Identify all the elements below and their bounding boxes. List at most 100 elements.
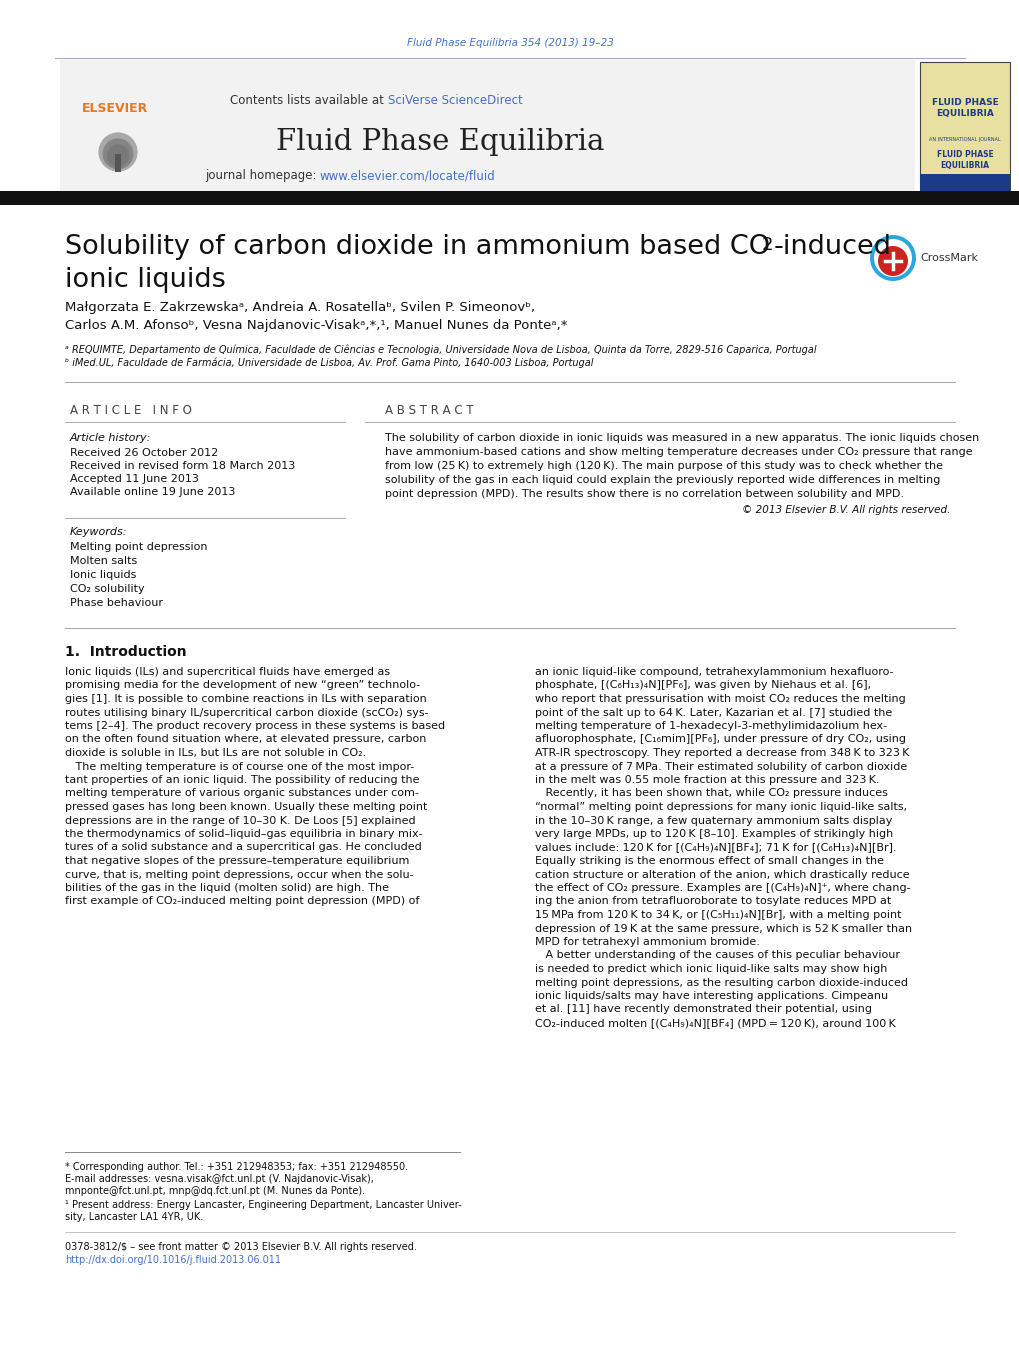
- Bar: [60, 59, 914, 192]
- Text: in the melt was 0.55 mole fraction at this pressure and 323 K.: in the melt was 0.55 mole fraction at th…: [535, 775, 878, 785]
- Text: ELSEVIER: ELSEVIER: [82, 101, 148, 115]
- Text: The solubility of carbon dioxide in ionic liquids was measured in a new apparatu: The solubility of carbon dioxide in ioni…: [384, 434, 978, 443]
- Text: Małgorzata E. Zakrzewskaᵃ, Andreia A. Rosatellaᵇ, Svilen P. Simeonovᵇ,: Małgorzata E. Zakrzewskaᵃ, Andreia A. Ro…: [65, 301, 535, 315]
- Text: CO₂-induced molten [(C₄H₉)₄N][BF₄] (MPD = 120 K), around 100 K: CO₂-induced molten [(C₄H₉)₄N][BF₄] (MPD …: [535, 1019, 895, 1028]
- Text: mnponte@fct.unl.pt, mnp@dq.fct.unl.pt (M. Nunes da Ponte).: mnponte@fct.unl.pt, mnp@dq.fct.unl.pt (M…: [65, 1186, 365, 1196]
- Text: melting temperature of various organic substances under com-: melting temperature of various organic s…: [65, 789, 419, 798]
- Text: dioxide is soluble in ILs, but ILs are not soluble in CO₂.: dioxide is soluble in ILs, but ILs are n…: [65, 748, 366, 758]
- Text: Ionic liquids: Ionic liquids: [70, 570, 137, 580]
- Text: 2: 2: [761, 236, 772, 254]
- Text: is needed to predict which ionic liquid-like salts may show high: is needed to predict which ionic liquid-…: [535, 965, 887, 974]
- Text: Fluid Phase Equilibria: Fluid Phase Equilibria: [275, 128, 603, 155]
- Circle shape: [107, 145, 129, 166]
- Text: A R T I C L E   I N F O: A R T I C L E I N F O: [70, 404, 192, 416]
- Text: Keywords:: Keywords:: [70, 527, 127, 536]
- Text: point of the salt up to 64 K. Later, Kazarian et al. [7] studied the: point of the salt up to 64 K. Later, Kaz…: [535, 708, 892, 717]
- Text: that negative slopes of the pressure–temperature equilibrium: that negative slopes of the pressure–tem…: [65, 857, 409, 866]
- Bar: [115, 154, 121, 172]
- Text: values include: 120 K for [(C₄H₉)₄N][BF₄]; 71 K for [(C₆H₁₃)₄N][Br].: values include: 120 K for [(C₄H₉)₄N][BF₄…: [535, 843, 896, 852]
- Text: AN INTERNATIONAL JOURNAL: AN INTERNATIONAL JOURNAL: [928, 138, 1000, 142]
- Text: MPD for tetrahexyl ammonium bromide.: MPD for tetrahexyl ammonium bromide.: [535, 938, 759, 947]
- Text: 15 MPa from 120 K to 34 K, or [(C₅H₁₁)₄N][Br], with a melting point: 15 MPa from 120 K to 34 K, or [(C₅H₁₁)₄N…: [535, 911, 901, 920]
- Text: “normal” melting point depressions for many ionic liquid-like salts,: “normal” melting point depressions for m…: [535, 802, 906, 812]
- Text: the effect of CO₂ pressure. Examples are [(C₄H₉)₄N]⁺, where chang-: the effect of CO₂ pressure. Examples are…: [535, 884, 910, 893]
- Text: © 2013 Elsevier B.V. All rights reserved.: © 2013 Elsevier B.V. All rights reserved…: [741, 505, 949, 515]
- Text: afluorophosphate, [C₁₆mim][PF₆], under pressure of dry CO₂, using: afluorophosphate, [C₁₆mim][PF₆], under p…: [535, 735, 905, 744]
- Text: Received 26 October 2012: Received 26 October 2012: [70, 449, 218, 458]
- Text: Equally striking is the enormous effect of small changes in the: Equally striking is the enormous effect …: [535, 857, 883, 866]
- Text: tures of a solid substance and a supercritical gas. He concluded: tures of a solid substance and a supercr…: [65, 843, 421, 852]
- Text: Ionic liquids (ILs) and supercritical fluids have emerged as: Ionic liquids (ILs) and supercritical fl…: [65, 667, 389, 677]
- Text: have ammonium-based cations and show melting temperature decreases under CO₂ pre: have ammonium-based cations and show mel…: [384, 447, 972, 457]
- Text: 0378-3812/$ – see front matter © 2013 Elsevier B.V. All rights reserved.: 0378-3812/$ – see front matter © 2013 El…: [65, 1242, 417, 1252]
- Text: an ionic liquid-like compound, tetrahexylammonium hexafluoro-: an ionic liquid-like compound, tetrahexy…: [535, 667, 893, 677]
- Text: journal homepage:: journal homepage:: [205, 169, 320, 182]
- Text: routes utilising binary IL/supercritical carbon dioxide (scCO₂) sys-: routes utilising binary IL/supercritical…: [65, 708, 428, 717]
- Circle shape: [869, 235, 915, 281]
- Text: http://dx.doi.org/10.1016/j.fluid.2013.06.011: http://dx.doi.org/10.1016/j.fluid.2013.0…: [65, 1255, 280, 1265]
- Text: ATR-IR spectroscopy. They reported a decrease from 348 K to 323 K: ATR-IR spectroscopy. They reported a dec…: [535, 748, 909, 758]
- Text: Fluid Phase Equilibria 354 (2013) 19–23: Fluid Phase Equilibria 354 (2013) 19–23: [407, 38, 612, 49]
- Text: promising media for the development of new “green” technolo-: promising media for the development of n…: [65, 681, 420, 690]
- Text: the thermodynamics of solid–liquid–gas equilibria in binary mix-: the thermodynamics of solid–liquid–gas e…: [65, 830, 422, 839]
- Text: FLUID PHASE
EQUILIBRIA: FLUID PHASE EQUILIBRIA: [930, 99, 998, 118]
- Text: very large MPDs, up to 120 K [8–10]. Examples of strikingly high: very large MPDs, up to 120 K [8–10]. Exa…: [535, 830, 893, 839]
- Text: Received in revised form 18 March 2013: Received in revised form 18 March 2013: [70, 461, 294, 471]
- Circle shape: [877, 246, 907, 276]
- Text: ᵇ iMed.UL, Faculdade de Farmácia, Universidade de Lisboa, Av. Prof. Gama Pinto, : ᵇ iMed.UL, Faculdade de Farmácia, Univer…: [65, 358, 593, 369]
- Text: CO₂ solubility: CO₂ solubility: [70, 584, 145, 594]
- Text: Article history:: Article history:: [70, 434, 151, 443]
- Text: curve, that is, melting point depressions, occur when the solu-: curve, that is, melting point depression…: [65, 870, 414, 880]
- Text: melting temperature of 1-hexadecyl-3-methylimidazolium hex-: melting temperature of 1-hexadecyl-3-met…: [535, 721, 887, 731]
- Text: Molten salts: Molten salts: [70, 557, 138, 566]
- Text: www.elsevier.com/locate/fluid: www.elsevier.com/locate/fluid: [320, 169, 495, 182]
- Text: Contents lists available at: Contents lists available at: [230, 93, 387, 107]
- Text: ing the anion from tetrafluoroborate to tosylate reduces MPD at: ing the anion from tetrafluoroborate to …: [535, 897, 891, 907]
- Text: who report that pressurisation with moist CO₂ reduces the melting: who report that pressurisation with mois…: [535, 694, 905, 704]
- Text: et al. [11] have recently demonstrated their potential, using: et al. [11] have recently demonstrated t…: [535, 1005, 871, 1015]
- Text: tant properties of an ionic liquid. The possibility of reducing the: tant properties of an ionic liquid. The …: [65, 775, 419, 785]
- Bar: [919, 62, 1009, 192]
- Text: gies [1]. It is possible to combine reactions in ILs with separation: gies [1]. It is possible to combine reac…: [65, 694, 426, 704]
- Text: 1.  Introduction: 1. Introduction: [65, 644, 186, 659]
- Text: depressions are in the range of 10–30 K. De Loos [5] explained: depressions are in the range of 10–30 K.…: [65, 816, 415, 825]
- Text: A B S T R A C T: A B S T R A C T: [384, 404, 473, 416]
- Text: Available online 19 June 2013: Available online 19 June 2013: [70, 486, 235, 497]
- Text: Phase behaviour: Phase behaviour: [70, 598, 163, 608]
- Circle shape: [873, 239, 911, 277]
- Text: The melting temperature is of course one of the most impor-: The melting temperature is of course one…: [65, 762, 414, 771]
- Circle shape: [98, 132, 138, 172]
- Text: from low (25 K) to extremely high (120 K). The main purpose of this study was to: from low (25 K) to extremely high (120 K…: [384, 461, 943, 471]
- Text: Accepted 11 June 2013: Accepted 11 June 2013: [70, 474, 199, 484]
- Text: CrossMark: CrossMark: [919, 253, 977, 263]
- Text: Melting point depression: Melting point depression: [70, 542, 207, 553]
- Text: Solubility of carbon dioxide in ammonium based CO: Solubility of carbon dioxide in ammonium…: [65, 234, 769, 259]
- Text: -induced: -induced: [773, 234, 892, 259]
- Text: in the 10–30 K range, a few quaternary ammonium salts display: in the 10–30 K range, a few quaternary a…: [535, 816, 892, 825]
- Text: * Corresponding author. Tel.: +351 212948353; fax: +351 212948550.: * Corresponding author. Tel.: +351 21294…: [65, 1162, 408, 1173]
- Text: FLUID PHASE
EQUILIBRIA: FLUID PHASE EQUILIBRIA: [935, 150, 993, 170]
- Text: tems [2–4]. The product recovery process in these systems is based: tems [2–4]. The product recovery process…: [65, 721, 444, 731]
- Text: ᵃ REQUIMTE, Departamento de Química, Faculdade de Ciências e Tecnologia, Univers: ᵃ REQUIMTE, Departamento de Química, Fac…: [65, 345, 816, 355]
- Text: melting point depressions, as the resulting carbon dioxide-induced: melting point depressions, as the result…: [535, 978, 907, 988]
- Text: Carlos A.M. Afonsoᵇ, Vesna Najdanovic-Visakᵃ,*,¹, Manuel Nunes da Ponteᵃ,*: Carlos A.M. Afonsoᵇ, Vesna Najdanovic-Vi…: [65, 319, 567, 331]
- Text: A better understanding of the causes of this peculiar behaviour: A better understanding of the causes of …: [535, 951, 899, 961]
- Text: at a pressure of 7 MPa. Their estimated solubility of carbon dioxide: at a pressure of 7 MPa. Their estimated …: [535, 762, 906, 771]
- Bar: [0, 190, 1019, 205]
- Text: solubility of the gas in each liquid could explain the previously reported wide : solubility of the gas in each liquid cou…: [384, 476, 940, 485]
- Text: first example of CO₂-induced melting point depression (MPD) of: first example of CO₂-induced melting poi…: [65, 897, 419, 907]
- Text: E-mail addresses: vesna.visak@fct.unl.pt (V. Najdanovic-Visak),: E-mail addresses: vesna.visak@fct.unl.pt…: [65, 1174, 374, 1183]
- Text: sity, Lancaster LA1 4YR, UK.: sity, Lancaster LA1 4YR, UK.: [65, 1212, 203, 1223]
- Text: cation structure or alteration of the anion, which drastically reduce: cation structure or alteration of the an…: [535, 870, 909, 880]
- Text: depression of 19 K at the same pressure, which is 52 K smaller than: depression of 19 K at the same pressure,…: [535, 924, 911, 934]
- Circle shape: [103, 138, 133, 169]
- Text: pressed gases has long been known. Usually these melting point: pressed gases has long been known. Usual…: [65, 802, 427, 812]
- Text: on the often found situation where, at elevated pressure, carbon: on the often found situation where, at e…: [65, 735, 426, 744]
- Text: ¹ Present address: Energy Lancaster, Engineering Department, Lancaster Univer-: ¹ Present address: Energy Lancaster, Eng…: [65, 1200, 462, 1210]
- Text: point depression (MPD). The results show there is no correlation between solubil: point depression (MPD). The results show…: [384, 489, 903, 499]
- Text: phosphate, [(C₆H₁₃)₄N][PF₆], was given by Niehaus et al. [6],: phosphate, [(C₆H₁₃)₄N][PF₆], was given b…: [535, 681, 870, 690]
- Text: ionic liquids/salts may have interesting applications. Cimpeanu: ionic liquids/salts may have interesting…: [535, 992, 888, 1001]
- Bar: [919, 174, 1009, 192]
- Text: Recently, it has been shown that, while CO₂ pressure induces: Recently, it has been shown that, while …: [535, 789, 887, 798]
- Text: bilities of the gas in the liquid (molten solid) are high. The: bilities of the gas in the liquid (molte…: [65, 884, 388, 893]
